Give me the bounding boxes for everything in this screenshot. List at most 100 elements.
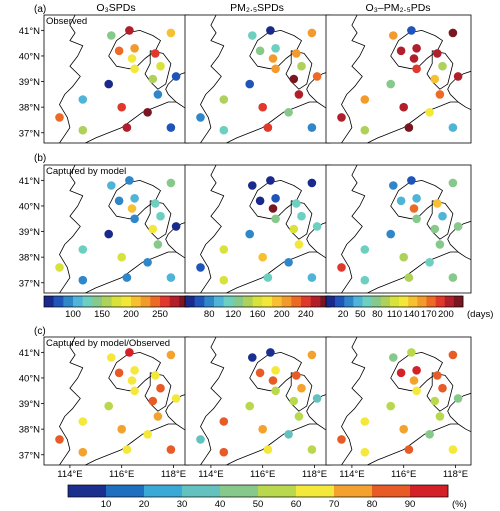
station-marker [148, 74, 158, 84]
station-marker [153, 412, 163, 421]
station-marker [396, 46, 406, 56]
colorbar-tick-label: 20 [338, 309, 349, 320]
station-marker [130, 44, 139, 53]
colorbar-swatch [131, 296, 141, 307]
colorbar-swatch [121, 296, 132, 307]
colorbar-tick-label: 20 [139, 499, 150, 510]
station-marker [337, 113, 346, 122]
colorbar-swatch [220, 485, 259, 497]
station-marker [453, 222, 463, 231]
station-marker [389, 353, 398, 362]
colorbar-swatch [435, 296, 446, 307]
colorbar-swatch [82, 296, 93, 307]
colorbar-swatch [214, 296, 224, 307]
station-marker [389, 181, 398, 190]
station-marker [130, 194, 139, 203]
map-panel-c-pm25: 114°E 116°E 118°E [184, 336, 331, 480]
station-marker [166, 445, 176, 454]
colorbar-tick-label: 170 [421, 309, 437, 320]
tianjin-boundary [426, 50, 454, 90]
colorbar-swatch [111, 296, 122, 307]
station-marker [430, 396, 440, 406]
colorbar-tick-label: 240 [298, 309, 314, 320]
colorbar-swatch [160, 296, 170, 307]
station-marker [297, 211, 306, 221]
colorbar-tick-label: 150 [94, 309, 110, 320]
station-marker [263, 123, 273, 132]
lat-label: 40°N [19, 51, 40, 62]
colorbar-swatch [262, 296, 273, 307]
lon-label: 116°E [391, 469, 416, 480]
map-panel-a-o3-pm25 [325, 14, 472, 144]
province-border-south [367, 423, 459, 465]
row-caption-c: Captured by model/Observed [46, 338, 170, 349]
station-marker [312, 72, 322, 81]
map-panel-b-pm25 [184, 164, 331, 294]
station-marker [153, 90, 163, 99]
station-marker [360, 417, 370, 426]
station-marker [386, 79, 395, 89]
lon-label: 118°E [443, 469, 468, 480]
colorbar-tick-label: 200 [274, 309, 290, 320]
province-border-west [200, 337, 225, 465]
station-marker [268, 204, 278, 213]
colorbar-swatch [252, 296, 263, 307]
station-marker [289, 224, 299, 234]
lat-label: 38°N [19, 103, 40, 114]
colorbar-swatch [185, 296, 195, 307]
colorbar-swatch [362, 296, 372, 307]
station-marker [407, 348, 416, 357]
colorbar-swatch [410, 485, 449, 497]
station-marker [122, 273, 132, 282]
lat-label: 40°N [19, 373, 40, 384]
colorbar-frame [325, 295, 464, 308]
station-marker [412, 366, 421, 375]
station-marker [294, 90, 304, 99]
panel-geography [337, 165, 471, 293]
station-marker [412, 386, 421, 396]
lat-label: 41°N [19, 26, 40, 37]
colorbar-swatch [408, 296, 418, 307]
colorbar-tick-label: 70 [329, 499, 340, 510]
column-title-o3-pm25: O₃–PM₂.₅PDs [365, 2, 430, 14]
station-marker [196, 113, 205, 122]
station-marker [171, 394, 181, 403]
panel-row-c-label: (c) [34, 326, 46, 337]
province-border-west [200, 15, 225, 143]
lon-label: 114°E [198, 469, 223, 480]
lat-label: 41°N [19, 176, 40, 187]
station-marker [266, 176, 275, 185]
station-marker [360, 245, 370, 254]
colorbar-swatch [204, 296, 215, 307]
colorbar-swatch [334, 485, 373, 497]
station-marker [435, 240, 445, 249]
colorbar-swatch [102, 296, 112, 307]
station-marker [78, 417, 88, 426]
tianjin-boundary [144, 50, 172, 90]
station-marker [245, 229, 254, 239]
station-marker [409, 54, 419, 63]
station-marker [166, 273, 176, 282]
station-marker [219, 447, 229, 457]
colorbar-swatch [68, 485, 107, 497]
map-panel-a-pm25 [184, 14, 331, 144]
station-marker [360, 447, 370, 457]
station-marker [258, 102, 267, 112]
beijing-boundary [108, 180, 161, 220]
station-marker [156, 211, 165, 221]
colorbar-tick-label: 250 [152, 309, 168, 320]
station-marker [337, 263, 346, 272]
colorbar-unit: (%) [452, 499, 467, 510]
colorbar-unit: (days) [467, 309, 493, 320]
lat-label: 39°N [19, 399, 40, 410]
colorbar-tick-label: 110 [387, 309, 402, 320]
beijing-boundary [390, 30, 443, 70]
lat-label: 38°N [19, 253, 40, 264]
station-marker [271, 366, 280, 375]
colorbar-swatch [150, 296, 161, 307]
station-marker [127, 204, 137, 213]
station-marker [386, 401, 395, 411]
colorbar-swatch [233, 296, 244, 307]
station-marker [448, 28, 458, 38]
station-marker [448, 273, 458, 282]
